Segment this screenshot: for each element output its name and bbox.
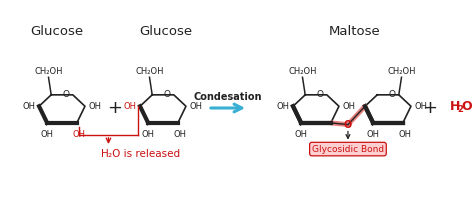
Text: O: O bbox=[344, 120, 352, 130]
Text: O: O bbox=[317, 90, 324, 99]
Text: Condesation: Condesation bbox=[194, 92, 262, 102]
Text: OH: OH bbox=[41, 130, 54, 139]
Text: 2: 2 bbox=[457, 105, 464, 114]
Text: Glucose: Glucose bbox=[139, 25, 192, 38]
Text: O: O bbox=[164, 90, 171, 99]
Text: OH: OH bbox=[142, 130, 155, 139]
Text: ₂O is released: ₂O is released bbox=[109, 149, 181, 159]
Text: O: O bbox=[63, 90, 70, 99]
Text: O: O bbox=[389, 90, 395, 99]
Text: H: H bbox=[100, 149, 109, 159]
Text: O: O bbox=[461, 101, 472, 114]
Text: OH: OH bbox=[367, 130, 380, 139]
Text: OH: OH bbox=[190, 102, 203, 111]
Text: +: + bbox=[422, 99, 438, 117]
Text: CH₂OH: CH₂OH bbox=[387, 67, 416, 76]
Text: OH: OH bbox=[343, 102, 356, 111]
Text: OH: OH bbox=[415, 102, 428, 111]
Text: Glycosidic Bond: Glycosidic Bond bbox=[312, 145, 384, 154]
Text: OH: OH bbox=[89, 102, 102, 111]
Text: Maltose: Maltose bbox=[329, 25, 381, 38]
Text: OH: OH bbox=[22, 102, 35, 111]
Text: H: H bbox=[450, 101, 460, 114]
Text: OH: OH bbox=[123, 102, 136, 111]
Text: OH: OH bbox=[276, 102, 289, 111]
Text: OH: OH bbox=[173, 130, 186, 139]
Text: OH: OH bbox=[295, 130, 308, 139]
Text: OH: OH bbox=[398, 130, 411, 139]
Text: CH₂OH: CH₂OH bbox=[34, 67, 63, 76]
Text: CH₂OH: CH₂OH bbox=[288, 67, 317, 76]
Text: CH₂OH: CH₂OH bbox=[135, 67, 164, 76]
Text: Glucose: Glucose bbox=[30, 25, 83, 38]
Text: +: + bbox=[108, 99, 122, 117]
Text: OH: OH bbox=[73, 130, 85, 139]
